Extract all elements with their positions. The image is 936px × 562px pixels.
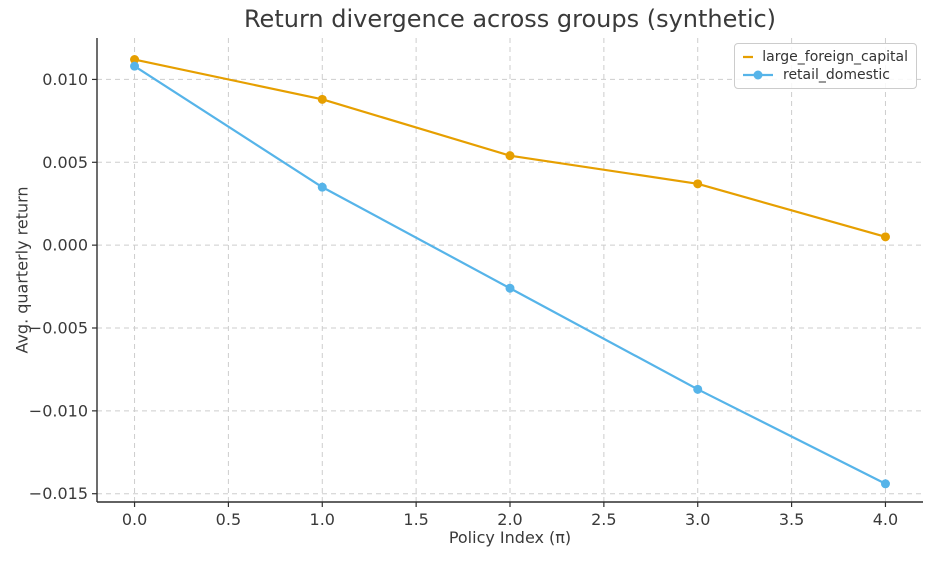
data-point-large_foreign_capital: [505, 151, 515, 161]
legend-marker-retail_domestic: [743, 70, 773, 80]
x-tick-label: 3.0: [685, 510, 710, 529]
y-tick-label: 0.010: [42, 70, 88, 89]
y-tick-label: 0.000: [42, 236, 88, 255]
y-tick-label: −0.015: [29, 484, 88, 503]
data-point-retail_domestic: [130, 61, 140, 71]
x-tick-label: 0.0: [122, 510, 147, 529]
legend-item-retail_domestic: retail_domestic: [742, 66, 908, 84]
x-tick-label: 2.5: [591, 510, 616, 529]
x-axis-label: Policy Index (π): [448, 528, 572, 547]
x-tick-label: 0.5: [216, 510, 241, 529]
data-point-retail_domestic: [880, 479, 890, 489]
x-tick-label: 4.0: [873, 510, 898, 529]
legend: large_foreign_capital retail_domestic: [734, 43, 917, 89]
chart-title: Return divergence across groups (synthet…: [243, 5, 777, 33]
x-tick-label: 1.5: [403, 510, 428, 529]
legend-label: retail_domestic: [783, 67, 890, 83]
data-point-large_foreign_capital: [693, 179, 703, 189]
data-point-retail_domestic: [317, 182, 327, 192]
data-point-retail_domestic: [505, 283, 515, 293]
legend-label: large_foreign_capital: [762, 49, 908, 65]
x-tick-label: 1.0: [310, 510, 335, 529]
y-tick-label: 0.005: [42, 153, 88, 172]
y-tick-label: −0.005: [29, 319, 88, 338]
legend-dot: [753, 70, 763, 80]
data-point-large_foreign_capital: [130, 55, 140, 65]
x-tick-label: 2.0: [497, 510, 522, 529]
legend-marker-large_foreign_capital: [743, 55, 754, 59]
data-point-large_foreign_capital: [317, 94, 327, 104]
x-tick-label: 3.5: [779, 510, 804, 529]
data-point-large_foreign_capital: [880, 232, 890, 242]
legend-item-large_foreign_capital: large_foreign_capital: [742, 48, 908, 66]
y-tick-label: −0.010: [29, 401, 88, 420]
data-point-retail_domestic: [693, 384, 703, 394]
